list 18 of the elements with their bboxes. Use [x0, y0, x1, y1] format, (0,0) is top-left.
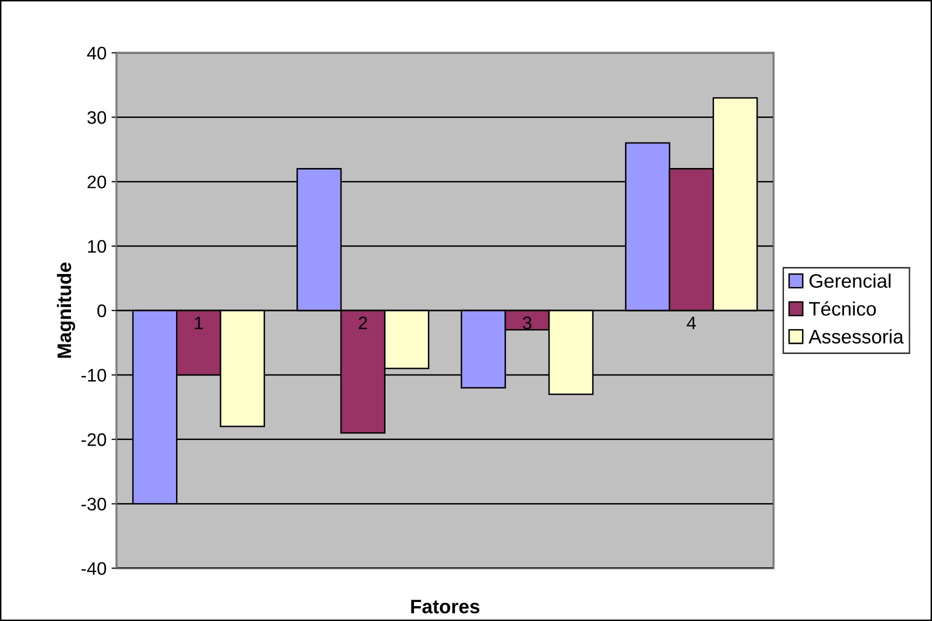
y-tick-label: 40: [87, 46, 106, 60]
y-tick-label: 0: [97, 304, 106, 318]
legend-label: Técnico: [809, 301, 876, 316]
x-tick-label: 1: [194, 316, 203, 330]
y-tick-label: -20: [81, 433, 106, 446]
x-tick-label: 3: [522, 316, 532, 330]
y-tick-label: -40: [81, 562, 106, 575]
legend-label: Gerencial: [810, 274, 890, 288]
y-tick-label: -30: [81, 498, 106, 511]
x-tick-label: 4: [686, 316, 696, 330]
y-tick-label: 30: [87, 111, 106, 124]
y-tick-label: 10: [88, 240, 106, 253]
y-axis-title: Magnitude: [56, 262, 76, 358]
y-tick-label: -10: [81, 368, 106, 382]
x-axis-title: Fatores: [411, 600, 480, 614]
x-tick-label: 2: [358, 316, 368, 330]
y-tick-label: 20: [88, 176, 106, 188]
legend-label: Assessoria: [808, 329, 904, 344]
